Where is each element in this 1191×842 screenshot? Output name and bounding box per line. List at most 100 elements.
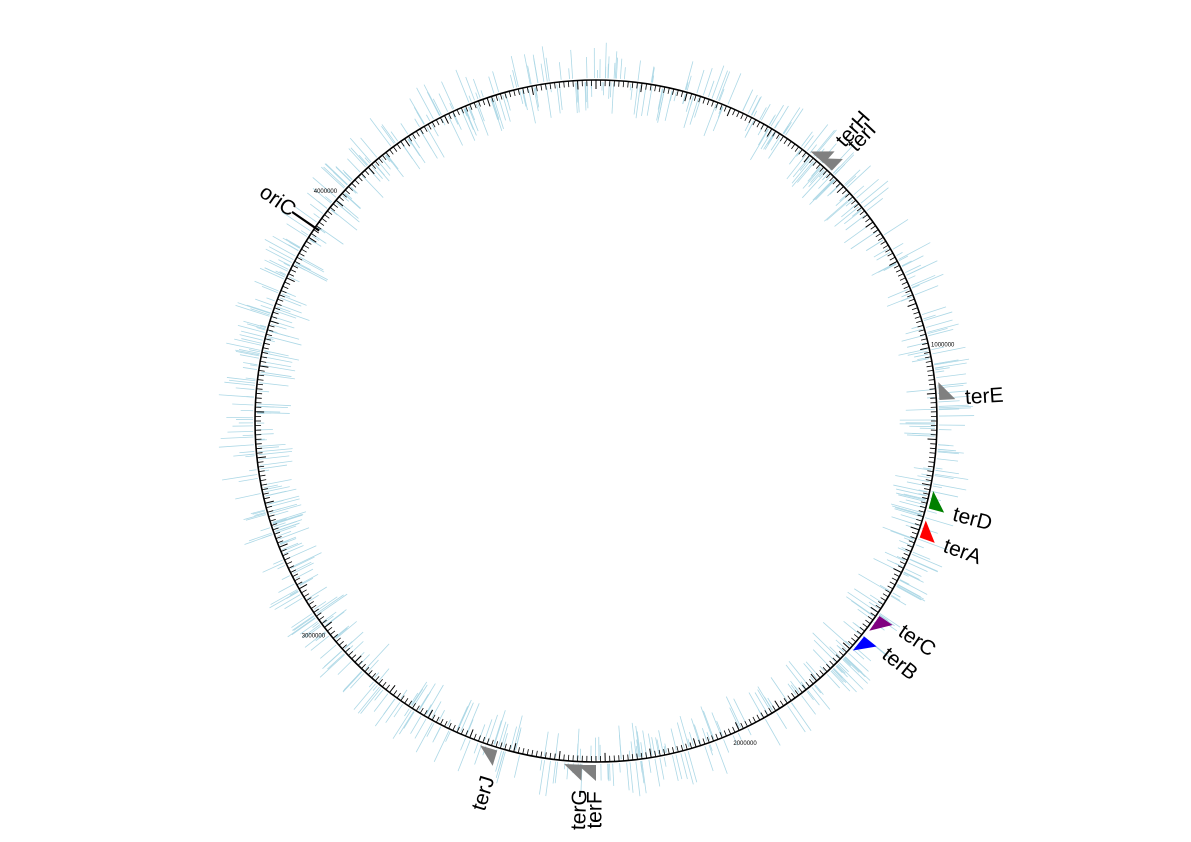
feature-line bbox=[818, 175, 831, 189]
feature-line bbox=[812, 632, 839, 659]
feature-line bbox=[703, 710, 715, 740]
feature-line bbox=[238, 477, 258, 483]
feature-line bbox=[723, 739, 730, 753]
feature-line bbox=[414, 718, 427, 739]
feature-line bbox=[413, 107, 425, 125]
scale-tick bbox=[702, 97, 706, 104]
feature-line bbox=[833, 668, 843, 678]
scale-tick bbox=[452, 724, 456, 731]
scale-tick bbox=[354, 655, 362, 663]
scale-tick bbox=[431, 121, 436, 128]
scale-tick bbox=[908, 540, 915, 544]
scale-tick bbox=[732, 109, 736, 116]
scale-tick bbox=[680, 744, 684, 751]
feature-line bbox=[360, 137, 378, 158]
scale-tick bbox=[364, 170, 370, 175]
feature-line bbox=[464, 108, 474, 130]
feature-line bbox=[410, 715, 422, 734]
scale-tick bbox=[257, 379, 264, 381]
feature-line bbox=[239, 354, 259, 359]
scale-tick bbox=[921, 338, 928, 341]
feature-line bbox=[468, 95, 472, 102]
scale-tick bbox=[298, 583, 308, 590]
feature-line bbox=[822, 173, 829, 181]
feature-line bbox=[905, 264, 922, 273]
feature-line bbox=[763, 132, 775, 150]
feature-line bbox=[268, 246, 294, 260]
scale-tick bbox=[286, 277, 295, 283]
feature-line bbox=[374, 672, 380, 678]
feature-line bbox=[673, 91, 677, 102]
feature-line bbox=[908, 562, 928, 572]
feature-line bbox=[901, 334, 925, 342]
feature-line bbox=[635, 725, 641, 758]
feature-line bbox=[923, 314, 936, 320]
feature-line bbox=[323, 166, 346, 188]
feature-line bbox=[503, 733, 508, 748]
scale-tick bbox=[258, 369, 265, 372]
scale-tick bbox=[882, 593, 889, 598]
scale-tick bbox=[835, 654, 841, 660]
feature-line bbox=[923, 467, 932, 470]
scale-tick bbox=[667, 748, 670, 755]
feature-line bbox=[477, 103, 485, 122]
feature-line bbox=[657, 88, 665, 123]
feature-line bbox=[323, 615, 334, 624]
scale-tick bbox=[495, 741, 499, 748]
feature-line bbox=[315, 632, 327, 642]
feature-line bbox=[226, 377, 256, 382]
feature-line bbox=[298, 573, 319, 586]
scale-tick bbox=[327, 627, 333, 632]
feature-line bbox=[259, 267, 284, 280]
feature-line bbox=[806, 691, 814, 701]
feature-line bbox=[319, 654, 345, 678]
feature-line bbox=[834, 206, 859, 227]
feature-line bbox=[309, 203, 324, 214]
scale-tick bbox=[275, 536, 282, 539]
feature-line bbox=[856, 178, 879, 199]
scale-tick bbox=[920, 347, 930, 351]
feature-line bbox=[475, 92, 479, 100]
scale-tick bbox=[404, 138, 411, 147]
feature-line bbox=[770, 104, 784, 127]
feature-line bbox=[256, 327, 266, 331]
scale-tick bbox=[274, 307, 281, 311]
scale-tick bbox=[822, 170, 828, 175]
feature-line bbox=[298, 257, 325, 273]
feature-line bbox=[272, 514, 302, 525]
terB-arrow bbox=[852, 636, 877, 651]
feature-line bbox=[628, 750, 631, 759]
feature-line bbox=[237, 302, 271, 314]
feature-line bbox=[403, 711, 415, 729]
feature-line bbox=[502, 94, 511, 122]
feature-line bbox=[555, 733, 559, 758]
feature-line bbox=[344, 193, 361, 209]
feature-line bbox=[759, 107, 767, 120]
scale-tick bbox=[692, 738, 697, 748]
scale-tick bbox=[460, 728, 464, 735]
feature-line bbox=[418, 691, 432, 711]
scale-tick bbox=[832, 179, 838, 185]
feature-line bbox=[321, 166, 345, 189]
scale-tick bbox=[842, 189, 847, 195]
feature-line bbox=[218, 444, 254, 448]
feature-line bbox=[277, 565, 286, 570]
feature-line bbox=[791, 160, 814, 187]
feature-line bbox=[350, 673, 365, 689]
feature-line bbox=[400, 123, 409, 135]
feature-line bbox=[669, 90, 674, 102]
feature-line bbox=[308, 594, 319, 602]
feature-line bbox=[729, 707, 740, 729]
feature-line bbox=[900, 296, 912, 302]
feature-line bbox=[609, 763, 611, 781]
feature-line bbox=[510, 55, 519, 87]
feature-line bbox=[790, 680, 800, 693]
feature-line bbox=[290, 556, 315, 569]
feature-line bbox=[704, 746, 714, 772]
scale-tick bbox=[744, 720, 748, 727]
feature-line bbox=[281, 293, 291, 298]
scale-tick bbox=[345, 647, 350, 653]
feature-line bbox=[441, 118, 446, 126]
feature-line bbox=[858, 573, 890, 593]
